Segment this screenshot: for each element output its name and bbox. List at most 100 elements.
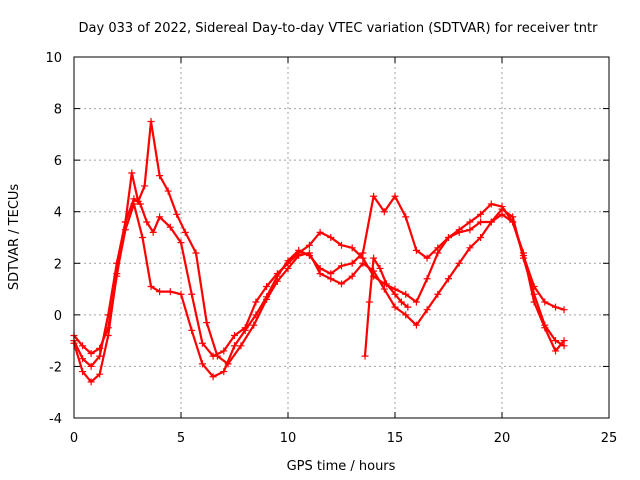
data-point-plus [156, 172, 164, 180]
data-point-plus [402, 290, 410, 298]
data-point-plus [87, 362, 95, 370]
data-point-plus [231, 331, 238, 339]
x-tick-label: 20 [494, 431, 511, 446]
data-point-plus [391, 290, 399, 298]
data-point-plus [552, 337, 559, 345]
data-point-plus [188, 326, 196, 334]
data-point-plus [147, 117, 155, 125]
data-point-plus [263, 293, 271, 301]
data-point-plus [445, 275, 452, 283]
data-point-plus [252, 298, 260, 306]
plot-frame [73, 56, 610, 419]
data-point-plus [338, 280, 345, 288]
data-point-plus [361, 352, 369, 360]
data-point-plus [87, 378, 95, 386]
data-point-plus [560, 337, 568, 345]
data-point-plus [128, 169, 136, 177]
data-point-plus [166, 288, 174, 296]
data-point-plus [96, 344, 104, 352]
data-point-plus [96, 370, 104, 378]
data-point-plus [423, 275, 431, 283]
series-track-4 [361, 254, 412, 360]
data-point-plus [305, 252, 313, 260]
data-point-plus [487, 200, 495, 208]
data-point-plus [397, 298, 405, 306]
data-point-plus [541, 324, 549, 332]
data-point-plus [220, 347, 228, 355]
data-point-plus [455, 228, 463, 236]
data-point-plus [149, 228, 157, 236]
x-tick-label: 25 [601, 431, 618, 446]
data-point-plus [263, 282, 271, 290]
data-series [70, 117, 568, 386]
data-point-plus [284, 257, 292, 265]
x-axis-label: GPS time / hours [287, 459, 396, 474]
data-point-plus [380, 285, 388, 293]
data-point-plus [295, 246, 303, 254]
data-point-plus [121, 226, 129, 234]
data-point-plus [477, 210, 485, 218]
data-point-plus [423, 254, 431, 262]
data-point-plus [87, 350, 95, 358]
x-tick-label: 5 [177, 431, 185, 446]
data-point-plus [79, 342, 87, 350]
data-point-plus [391, 303, 399, 311]
data-point-plus [113, 270, 121, 278]
data-point-plus [173, 210, 181, 218]
y-tick-label: 0 [54, 309, 62, 324]
data-point-plus [530, 298, 538, 306]
data-point-plus [305, 241, 313, 249]
series-line [73, 197, 565, 368]
data-point-plus [198, 360, 206, 368]
data-point-plus [498, 210, 506, 218]
data-point-plus [560, 306, 568, 314]
data-point-plus [231, 342, 238, 350]
data-point-plus [370, 254, 378, 262]
data-point-plus [391, 192, 399, 200]
data-point-plus [203, 319, 211, 327]
data-point-plus [376, 264, 384, 272]
data-point-plus [198, 339, 206, 347]
data-point-plus [487, 218, 495, 226]
data-point-plus [209, 373, 217, 381]
x-tick-label: 10 [280, 431, 297, 446]
data-point-plus [338, 241, 345, 249]
data-point-plus [79, 368, 87, 376]
data-point-plus [181, 228, 189, 236]
data-point-plus [327, 270, 335, 278]
data-point-plus [177, 239, 185, 247]
data-point-plus [370, 192, 378, 200]
y-tick-label: -2 [49, 360, 62, 375]
x-tick-label: 0 [70, 431, 78, 446]
data-point-plus [541, 298, 549, 306]
data-point-plus [147, 282, 155, 290]
data-point-plus [348, 259, 356, 267]
data-point-plus [134, 197, 142, 205]
series-track-3 [70, 192, 568, 386]
chart-title: Day 033 of 2022, Sidereal Day-to-day VTE… [79, 21, 599, 36]
data-point-plus [273, 272, 281, 280]
data-point-plus [327, 234, 335, 241]
data-point-plus [445, 234, 452, 241]
data-point-plus [365, 298, 373, 306]
data-point-plus [423, 306, 431, 314]
data-point-plus [359, 259, 367, 267]
data-point-plus [138, 234, 146, 241]
data-point-plus [188, 290, 196, 298]
data-point-plus [552, 347, 559, 355]
data-point-plus [79, 355, 87, 363]
x-tick-label: 15 [387, 431, 404, 446]
data-point-plus [402, 213, 410, 221]
data-point-plus [164, 187, 172, 195]
data-point-plus [156, 213, 164, 221]
series-line [363, 257, 409, 357]
data-point-plus [250, 321, 258, 329]
data-point-plus [434, 290, 442, 298]
data-point-plus [96, 352, 104, 360]
data-point-plus [552, 303, 559, 311]
data-point-plus [466, 218, 474, 226]
data-point-plus [166, 223, 174, 231]
y-tick-label: -4 [49, 412, 62, 427]
data-point-plus [434, 244, 442, 252]
